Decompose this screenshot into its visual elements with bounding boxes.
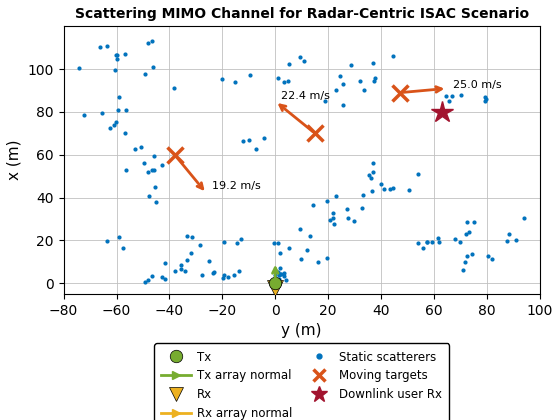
Legend: Tx, Tx array normal, Rx, Rx array normal, Static scatterers, Moving targets, Dow: Tx, Tx array normal, Rx, Rx array normal… xyxy=(154,344,449,420)
Line: Static scatterers: Static scatterers xyxy=(77,38,527,285)
Static scatterers xyxy=(297,54,304,59)
Title: Scattering MIMO Channel for Radar-Centric ISAC Scenario: Scattering MIMO Channel for Radar-Centri… xyxy=(74,7,529,21)
X-axis label: y (m): y (m) xyxy=(282,323,322,338)
Static scatterers xyxy=(460,268,466,273)
Static scatterers xyxy=(115,234,122,239)
Static scatterers xyxy=(280,80,287,85)
Y-axis label: x (m): x (m) xyxy=(7,140,22,180)
Static scatterers xyxy=(149,39,156,44)
Text: 25.0 m/s: 25.0 m/s xyxy=(452,80,501,90)
Text: 19.2 m/s: 19.2 m/s xyxy=(212,181,260,191)
Text: 22.4 m/s: 22.4 m/s xyxy=(281,91,329,101)
Static scatterers xyxy=(104,238,110,243)
Static scatterers xyxy=(142,280,148,285)
Static scatterers xyxy=(347,62,354,67)
Static scatterers xyxy=(153,200,160,205)
